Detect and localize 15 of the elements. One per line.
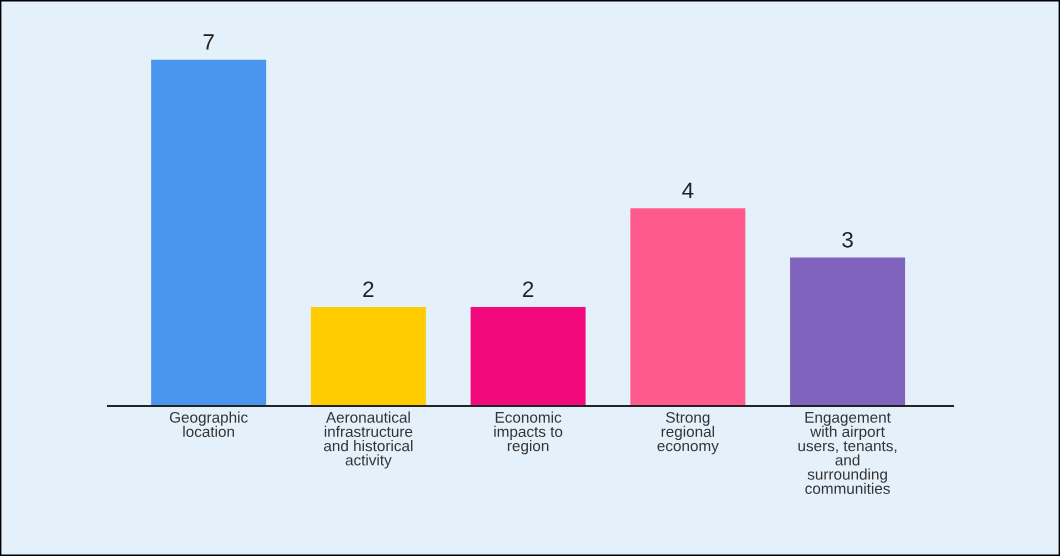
x-tick-label: Geographic location (169, 411, 248, 438)
x-tick-label: Economic impacts to region (494, 411, 563, 455)
data-label: 7 (203, 34, 214, 50)
bar (790, 257, 906, 406)
x-tick-label: Strong regional economy (657, 411, 719, 455)
data-label: 4 (682, 182, 694, 198)
bar (310, 307, 426, 406)
x-tick-label: Engagement with airport users, tenants, and surrounding communities (798, 412, 897, 494)
data-label: 2 (523, 281, 534, 297)
bar (630, 208, 746, 406)
bar (470, 307, 586, 406)
bar (151, 59, 267, 406)
data-label: 2 (363, 281, 374, 297)
x-tick-label: Aeronautical infrastructure and historical activity (324, 411, 413, 469)
data-label: 3 (842, 231, 853, 248)
